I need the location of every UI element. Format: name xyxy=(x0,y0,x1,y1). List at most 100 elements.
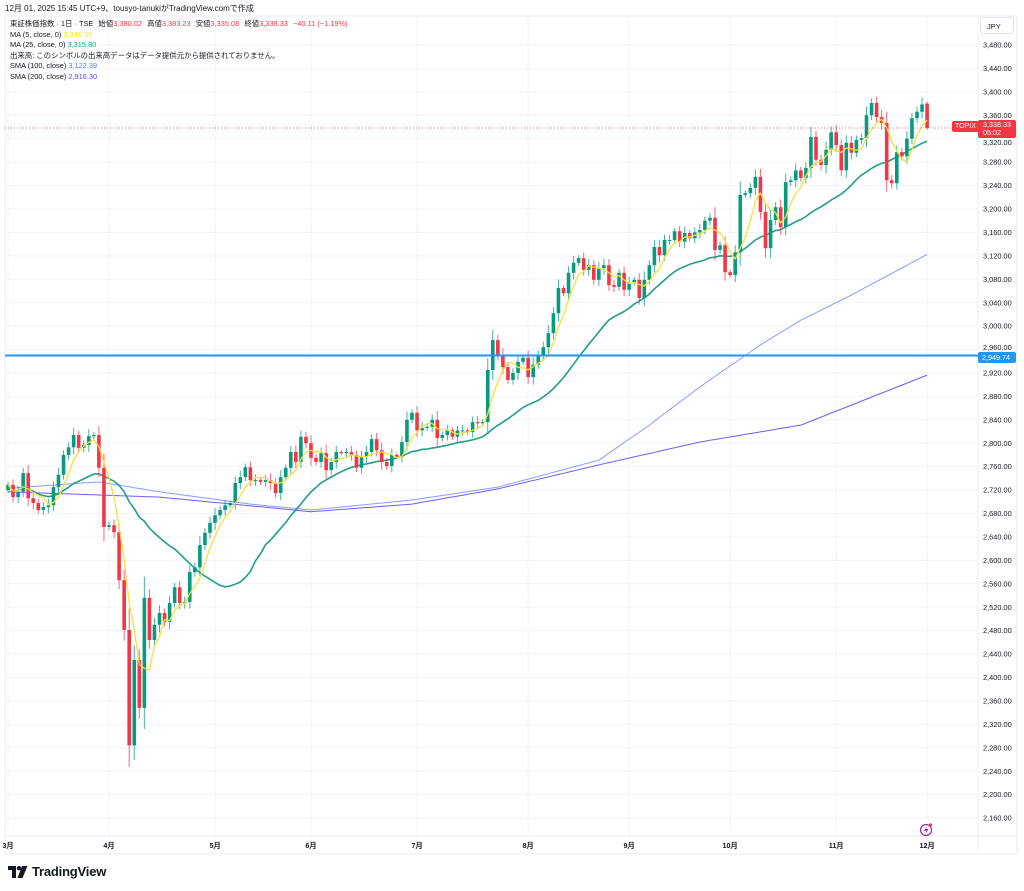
candle-body xyxy=(602,265,606,269)
ma5-value: 3,346.35 xyxy=(63,29,93,39)
candle-body xyxy=(162,613,167,622)
candle-body xyxy=(56,474,61,488)
legend: 東証株価指数 · 1日 · TSE 始値3,380.02 高値3,383.23 … xyxy=(10,19,348,83)
created-by-text: 12月 01, 2025 15:45 UTC+9、tousyo-tanukiがT… xyxy=(5,4,254,13)
candle-up xyxy=(238,471,243,490)
candle-body xyxy=(496,340,500,355)
candle-up xyxy=(632,276,636,286)
candle-body xyxy=(622,272,626,290)
candle-body xyxy=(304,436,308,444)
candle-body xyxy=(203,532,207,546)
candle-up xyxy=(445,424,450,441)
candle-down xyxy=(728,269,732,278)
candle-up xyxy=(203,528,207,550)
candle-up xyxy=(910,112,914,145)
price-tick-label: 2,440.00 xyxy=(983,650,1012,659)
month-tick-label: 9月 xyxy=(624,841,635,850)
candle-body xyxy=(339,451,344,454)
price-tick-label: 2,160.00 xyxy=(983,814,1012,823)
price-tick-label: 3,400.00 xyxy=(983,87,1012,96)
candle-body xyxy=(374,439,379,451)
price-tick-label: 3,200.00 xyxy=(983,205,1012,214)
candle-body xyxy=(586,265,591,270)
candle-up xyxy=(400,436,404,463)
candle-up xyxy=(228,500,232,508)
candle-up xyxy=(359,451,364,474)
horizontal-line-price-label: 2,949.74 xyxy=(978,352,1016,363)
candle-body xyxy=(718,245,722,250)
candle-down xyxy=(304,431,308,449)
tradingview-logo[interactable]: TradingView xyxy=(8,864,106,879)
candle-body xyxy=(884,122,889,181)
candle-body xyxy=(379,450,384,462)
month-tick-label: 5月 xyxy=(209,841,220,850)
candle-body xyxy=(743,193,748,195)
low-label: 安値 xyxy=(195,19,211,28)
candle-up xyxy=(425,423,429,432)
candle-up xyxy=(627,276,631,297)
candle-up xyxy=(829,126,833,156)
candle-body xyxy=(258,480,263,482)
candle-down xyxy=(294,445,298,469)
candle-body xyxy=(278,477,283,493)
candle-down xyxy=(622,266,626,296)
candle-down xyxy=(76,430,81,453)
time-axis[interactable]: 3月 4月 5月 6月 7月 8月 9月 10月 11月 12月 xyxy=(2,841,934,850)
legend-sma100-row[interactable]: SMA (100, close) 3,122.39 xyxy=(10,61,348,72)
candle-up xyxy=(672,227,677,244)
candle-body xyxy=(531,364,535,378)
candle-body xyxy=(713,217,717,250)
symbol-title[interactable]: 東証株価指数 · 1日 · TSE xyxy=(10,19,94,28)
legend-ma25-row[interactable]: MA (25, close, 0) 3,315.80 xyxy=(10,40,348,51)
candle-body xyxy=(92,435,96,437)
legend-sma200-row[interactable]: SMA (200, close) 2,916.30 xyxy=(10,72,348,83)
candle-body xyxy=(581,258,586,270)
candle-body xyxy=(283,467,288,478)
candle-body xyxy=(597,268,601,280)
candle-body xyxy=(637,279,642,298)
candle-down xyxy=(112,519,116,539)
candle-body xyxy=(127,630,131,746)
candle-down xyxy=(849,136,854,160)
candle-body xyxy=(501,354,505,368)
candle-body xyxy=(46,505,51,508)
ma5-line xyxy=(7,118,928,671)
candle-body xyxy=(617,272,621,287)
candle-up xyxy=(915,106,919,124)
price-tick-label: 3,440.00 xyxy=(983,64,1012,73)
candle-down xyxy=(607,259,611,292)
price-tick-label: 2,720.00 xyxy=(983,486,1012,495)
candle-body xyxy=(425,426,429,428)
legend-ma5-row[interactable]: MA (5, close, 0) 3,346.35 xyxy=(10,30,348,41)
candle-body xyxy=(889,180,894,184)
sma200-label: SMA (200, close) xyxy=(10,71,67,81)
candle-up xyxy=(602,258,606,275)
candle-body xyxy=(723,245,727,273)
candle-up xyxy=(788,176,793,186)
price-axis[interactable]: 3,480.00 3,440.00 3,400.00 3,360.00 3,320.00… xyxy=(983,41,1012,823)
tradingview-logo-icon xyxy=(8,865,28,878)
candle-body xyxy=(667,240,672,242)
candle-body xyxy=(536,354,541,365)
sma100-value: 3,122.39 xyxy=(68,61,98,71)
candle-up xyxy=(289,446,293,474)
candle-up xyxy=(597,261,601,286)
legend-volume-row[interactable]: 出来高: このシンボルの出来高データはデータ提供元から提供されておりません。 xyxy=(10,51,348,62)
candle-body xyxy=(450,430,455,437)
candle-body xyxy=(87,436,91,445)
candle-down xyxy=(819,154,823,171)
sma100-line xyxy=(7,253,928,511)
candle-up xyxy=(854,135,859,158)
candle-body xyxy=(188,572,192,602)
candle-body xyxy=(768,220,773,249)
candle-body xyxy=(738,194,743,253)
lightning-icon[interactable] xyxy=(919,823,933,837)
currency-button[interactable]: JPY xyxy=(980,17,1014,34)
candle-up xyxy=(334,445,339,469)
candle-body xyxy=(238,477,243,484)
candle-down xyxy=(31,491,36,510)
price-tick-label: 2,200.00 xyxy=(983,790,1012,799)
candle-body xyxy=(61,454,66,475)
candle-up xyxy=(617,268,621,291)
